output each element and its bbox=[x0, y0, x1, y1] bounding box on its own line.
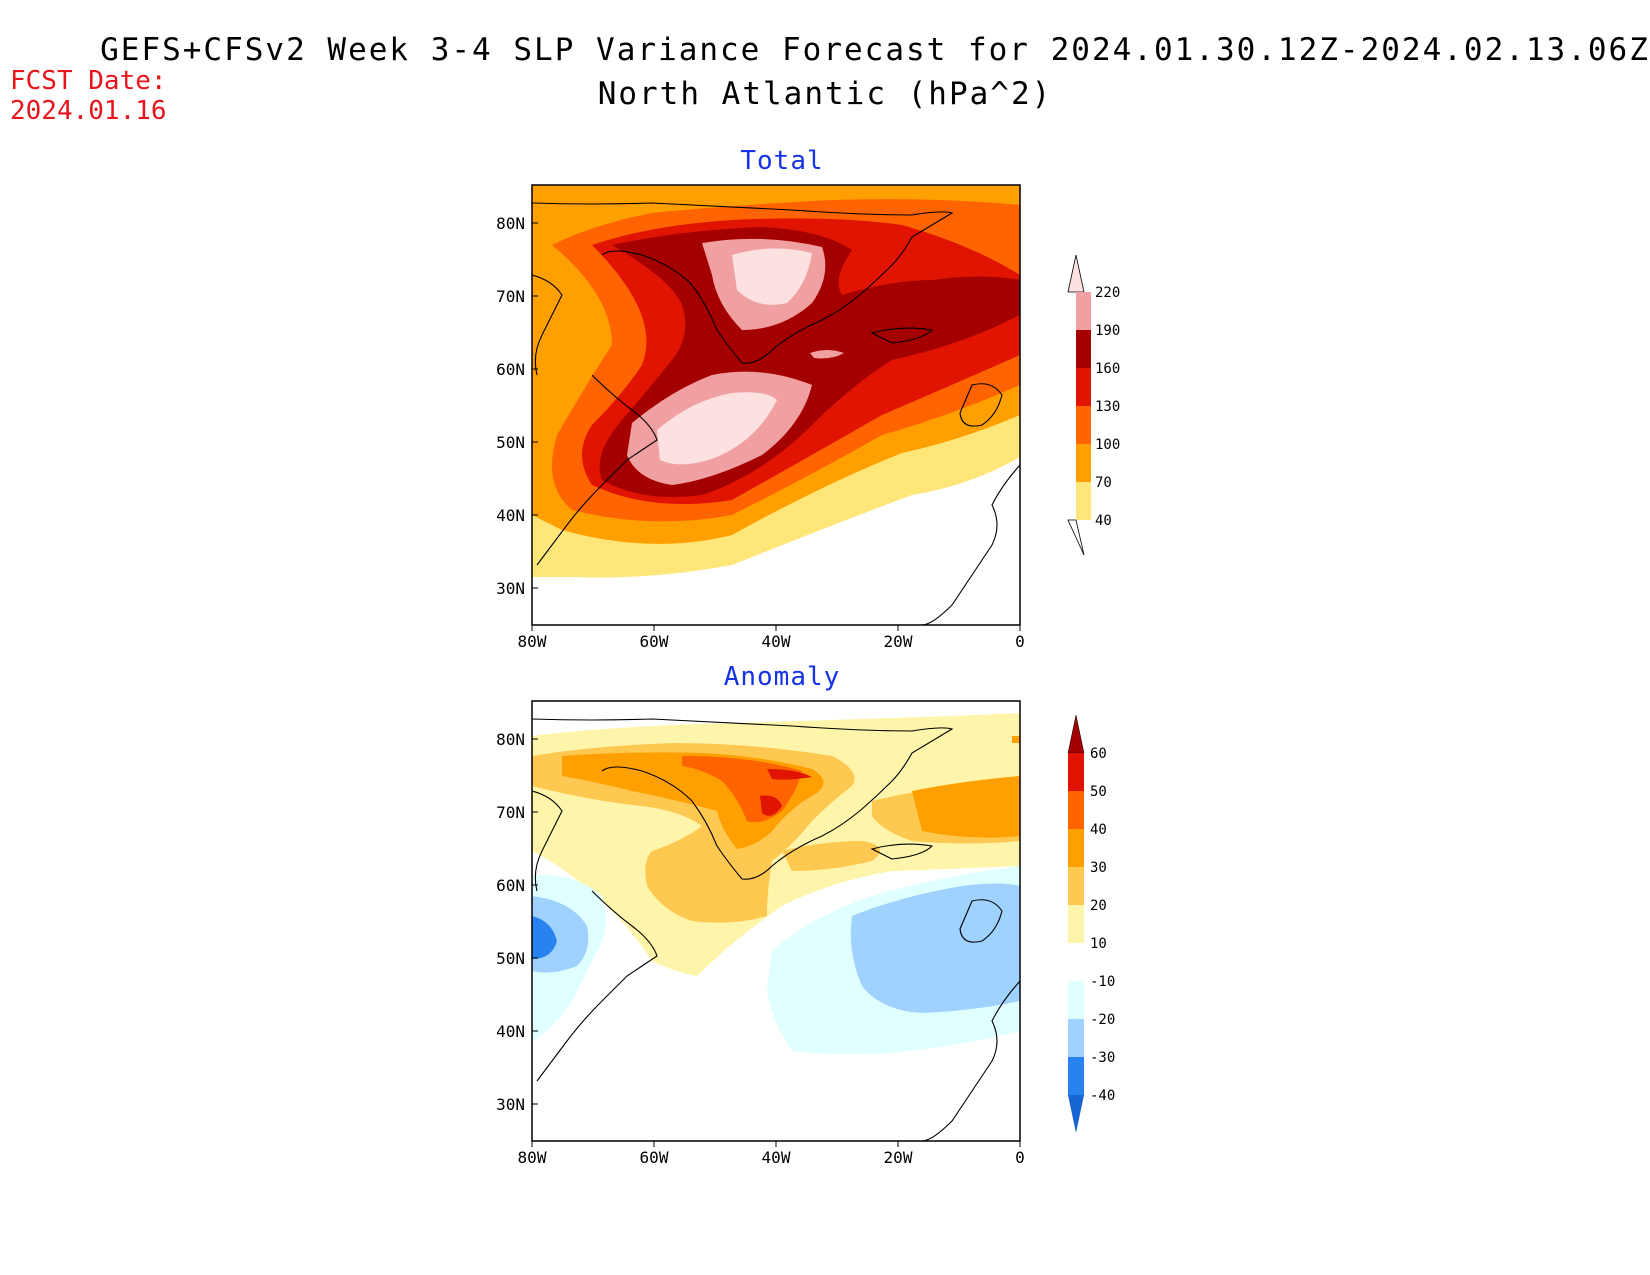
contour-220-south bbox=[657, 392, 777, 465]
colorbar-label: 130 bbox=[1095, 399, 1120, 415]
fcst-date-value: 2024.01.16 bbox=[10, 96, 167, 126]
colorbar-swatch bbox=[1068, 1057, 1084, 1095]
colorbar-label: 70 bbox=[1095, 475, 1112, 491]
lon-axis: 80W 60W 40W 20W 0 bbox=[518, 625, 1025, 651]
lat-label: 80N bbox=[496, 214, 525, 233]
colorbar-label: 60 bbox=[1090, 746, 1107, 762]
colorbar-swatch bbox=[1076, 406, 1091, 444]
subtitle: North Atlantic (hPa^2) bbox=[597, 76, 1053, 112]
colorbar-swatch bbox=[1068, 905, 1084, 943]
colorbar-swatch bbox=[1068, 867, 1084, 905]
colorbar-swatch bbox=[1068, 1019, 1084, 1057]
lon-axis: 80W 60W 40W 20W 0 bbox=[518, 1141, 1025, 1167]
colorbar-top-arrow bbox=[1067, 255, 1085, 293]
colorbar-bottom-arrow bbox=[1067, 519, 1085, 556]
colorbar-label: 190 bbox=[1095, 323, 1120, 339]
colorbar-swatch bbox=[1076, 444, 1091, 482]
colorbar-label: 10 bbox=[1090, 936, 1107, 952]
colorbar-label: 220 bbox=[1095, 285, 1120, 301]
main-title: GEFS+CFSv2 Week 3-4 SLP Variance Forecas… bbox=[100, 32, 1650, 68]
lon-label: 40W bbox=[762, 632, 791, 651]
colorbar-swatch bbox=[1068, 829, 1084, 867]
colorbar-label: 40 bbox=[1090, 822, 1107, 838]
colorbar-label: -20 bbox=[1090, 1012, 1115, 1028]
lon-label: 20W bbox=[884, 632, 913, 651]
lon-label: 80W bbox=[518, 1148, 547, 1167]
lat-label: 40N bbox=[496, 1022, 525, 1041]
colorbar-label: 40 bbox=[1095, 513, 1112, 529]
colorbar-label: 30 bbox=[1090, 860, 1107, 876]
colorbar-label: 50 bbox=[1090, 784, 1107, 800]
colorbar-swatch bbox=[1068, 791, 1084, 829]
lon-label: 80W bbox=[518, 632, 547, 651]
lat-label: 40N bbox=[496, 506, 525, 525]
coastlines bbox=[532, 202, 1020, 625]
lat-axis: 80N 70N 60N 50N 40N 30N bbox=[496, 730, 538, 1114]
colorbar-label: 100 bbox=[1095, 437, 1120, 453]
colorbar-top-arrow bbox=[1067, 715, 1085, 754]
contour-220-north bbox=[732, 248, 812, 305]
lat-label: 70N bbox=[496, 287, 525, 306]
lat-label: 60N bbox=[496, 360, 525, 379]
lon-label: 0 bbox=[1015, 632, 1025, 651]
lon-label: 20W bbox=[884, 1148, 913, 1167]
lon-label: 0 bbox=[1015, 1148, 1025, 1167]
contour-190-small bbox=[810, 350, 844, 359]
lat-label: 30N bbox=[496, 579, 525, 598]
colorbar-label: 20 bbox=[1090, 898, 1107, 914]
total-variance-map: 80N 70N 60N 50N 40N 30N 80W 60W 40W 20W … bbox=[496, 184, 1025, 651]
colorbar-bottom-arrow bbox=[1068, 1095, 1084, 1133]
lat-label: 80N bbox=[496, 730, 525, 749]
coastlines bbox=[532, 718, 1020, 1141]
anom-neg20 bbox=[532, 883, 1020, 1013]
anomaly-panel-title: Anomaly bbox=[723, 662, 841, 692]
fcst-date-label: FCST Date: bbox=[10, 66, 167, 96]
lat-label: 50N bbox=[496, 433, 525, 452]
colorbar-swatch bbox=[1076, 330, 1091, 368]
anomaly-map: 80N 70N 60N 50N 40N 30N 80W 60W 40W 20W … bbox=[496, 700, 1025, 1167]
lat-label: 30N bbox=[496, 1095, 525, 1114]
colorbar-label: -30 bbox=[1090, 1050, 1115, 1066]
lat-label: 50N bbox=[496, 949, 525, 968]
lon-label: 60W bbox=[640, 1148, 669, 1167]
colorbar-label: -40 bbox=[1090, 1088, 1115, 1104]
total-colorbar: 220 190 160 130 100 70 40 bbox=[1067, 255, 1120, 556]
colorbar-swatch bbox=[1076, 482, 1091, 520]
colorbar-swatch bbox=[1076, 368, 1091, 406]
colorbar-swatch bbox=[1068, 943, 1084, 981]
lat-axis: 80N 70N 60N 50N 40N 30N bbox=[496, 214, 538, 598]
lon-label: 60W bbox=[640, 632, 669, 651]
anom-50 bbox=[760, 769, 812, 816]
total-panel-title: Total bbox=[740, 146, 824, 176]
anomaly-colorbar: 60 50 40 30 20 10 -10 -20 -30 -40 bbox=[1067, 715, 1115, 1133]
colorbar-label: 160 bbox=[1095, 361, 1120, 377]
colorbar-swatch bbox=[1068, 981, 1084, 1019]
lon-label: 40W bbox=[762, 1148, 791, 1167]
lat-label: 70N bbox=[496, 803, 525, 822]
colorbar-swatch bbox=[1068, 753, 1084, 791]
lat-label: 60N bbox=[496, 876, 525, 895]
colorbar-swatch bbox=[1076, 292, 1091, 330]
anom-neg30 bbox=[532, 916, 557, 959]
colorbar-label: -10 bbox=[1090, 974, 1115, 990]
